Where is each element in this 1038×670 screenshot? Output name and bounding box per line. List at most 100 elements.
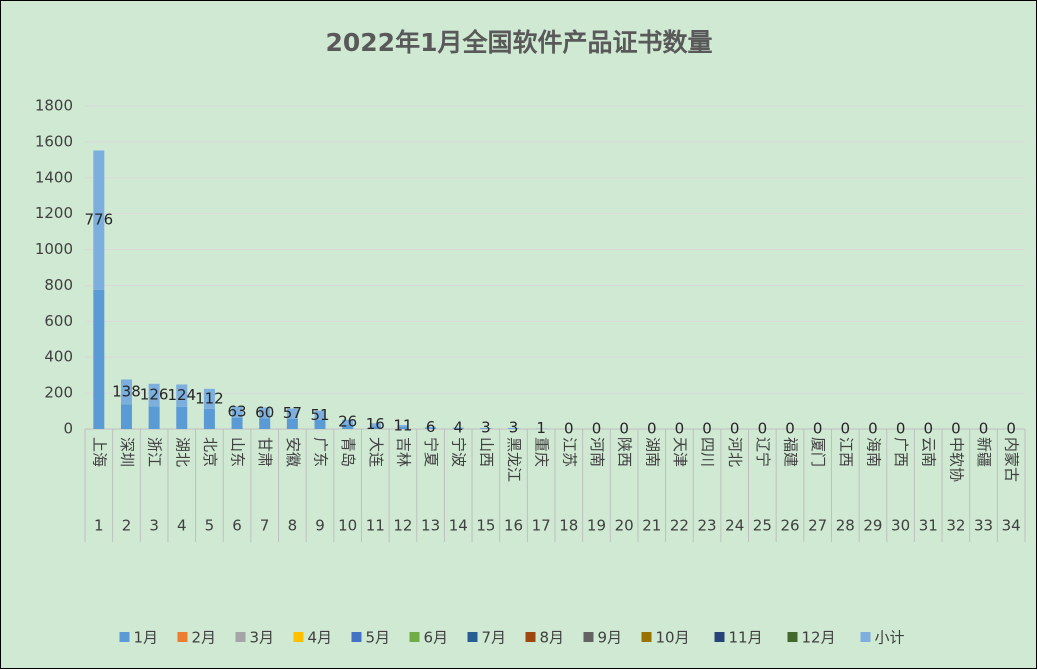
data-label: 63 — [228, 403, 247, 421]
data-label: 0 — [813, 420, 823, 438]
x-group-label: 19 — [587, 517, 606, 535]
x-tick-label: 辽宁 — [754, 437, 772, 467]
bar-segment — [397, 425, 409, 428]
bar-segment — [286, 418, 298, 429]
x-tick-label: 湖北 — [173, 437, 191, 467]
data-label: 0 — [841, 420, 851, 438]
data-label: 0 — [730, 420, 740, 438]
y-tick-label: 1400 — [35, 168, 73, 186]
x-tick-label: 福建 — [782, 437, 800, 467]
data-label: 138 — [112, 382, 141, 400]
x-tick-label: 青岛 — [339, 437, 357, 467]
bar-segment — [508, 427, 520, 429]
bar-segment — [369, 423, 381, 427]
x-group-label: 28 — [836, 517, 855, 535]
x-group-label: 5 — [205, 517, 215, 535]
bar-segment — [176, 406, 188, 429]
data-label: 0 — [619, 420, 629, 438]
x-group-label: 11 — [366, 517, 385, 535]
legend-label: 8月 — [540, 629, 565, 647]
x-group-label: 23 — [698, 517, 717, 535]
data-label: 0 — [868, 420, 878, 438]
data-label: 0 — [896, 420, 906, 438]
legend-label: 小计 — [875, 629, 905, 647]
legend-label: 11月 — [729, 629, 763, 647]
x-group-label: 17 — [532, 517, 551, 535]
x-tick-label: 天津 — [671, 437, 689, 467]
bar-segment — [480, 427, 492, 429]
bar-segment — [176, 384, 188, 407]
bar-segment — [120, 379, 132, 405]
data-label: 1 — [536, 419, 546, 437]
data-label: 3 — [481, 419, 491, 437]
bar-segment — [425, 426, 437, 428]
legend-swatch — [177, 632, 188, 642]
x-tick-label: 厦门 — [809, 437, 827, 467]
data-label: 51 — [310, 406, 329, 424]
data-label: 26 — [338, 413, 357, 431]
data-label: 0 — [647, 420, 657, 438]
legend-label: 9月 — [598, 629, 623, 647]
x-tick-label: 四川 — [699, 437, 717, 467]
data-label: 0 — [923, 420, 933, 438]
x-tick-label: 河南 — [588, 437, 606, 467]
x-tick-label: 广西 — [892, 437, 910, 467]
bar-segment — [259, 407, 271, 419]
x-group-label: 6 — [232, 517, 242, 535]
x-tick-label: 河北 — [726, 437, 744, 467]
legend-swatch — [714, 632, 725, 642]
y-tick-label: 1000 — [35, 240, 73, 258]
x-tick-label: 山东 — [229, 437, 247, 467]
x-group-label: 10 — [338, 517, 357, 535]
x-group-label: 32 — [946, 517, 965, 535]
x-tick-label: 重庆 — [533, 437, 551, 467]
bar-segment — [286, 408, 298, 419]
legend-label: 7月 — [482, 629, 507, 647]
x-group-label: 7 — [260, 517, 270, 535]
bar-segment — [397, 427, 409, 429]
x-group-label: 8 — [288, 517, 298, 535]
data-label: 124 — [167, 386, 196, 404]
bar-segment — [93, 289, 105, 429]
x-tick-label: 广东 — [312, 437, 330, 467]
data-label: 3 — [509, 419, 519, 437]
bar-segment — [342, 424, 354, 429]
legend-swatch — [860, 632, 871, 642]
x-group-label: 3 — [149, 517, 159, 535]
data-label: 11 — [393, 417, 412, 435]
legend-label: 12月 — [802, 629, 836, 647]
x-group-label: 30 — [891, 517, 910, 535]
x-tick-label: 上海 — [90, 437, 108, 467]
legend-label: 1月 — [134, 629, 159, 647]
x-tick-label: 内蒙古 — [1003, 437, 1021, 482]
y-tick-label: 800 — [44, 276, 73, 294]
data-label: 57 — [283, 404, 302, 422]
legend-label: 5月 — [366, 629, 391, 647]
bar-segment — [203, 408, 215, 429]
data-label: 0 — [702, 420, 712, 438]
data-label: 16 — [366, 415, 385, 433]
x-group-label: 1 — [94, 517, 104, 535]
data-label: 126 — [140, 386, 169, 404]
x-group-label: 9 — [315, 517, 325, 535]
bar-segment — [508, 428, 520, 429]
bar-segment — [148, 406, 160, 429]
legend-swatch — [409, 632, 420, 642]
x-group-label: 4 — [177, 517, 187, 535]
legend-label: 3月 — [250, 629, 275, 647]
bar-segment — [314, 419, 326, 429]
x-group-label: 27 — [808, 517, 827, 535]
y-tick-label: 0 — [63, 420, 73, 438]
legend-label: 6月 — [424, 629, 449, 647]
x-tick-label: 江西 — [837, 437, 855, 467]
x-group-label: 34 — [1002, 517, 1021, 535]
bar-segment — [369, 426, 381, 429]
x-group-label: 12 — [393, 517, 412, 535]
y-tick-label: 600 — [44, 312, 73, 330]
y-tick-label: 400 — [44, 348, 73, 366]
x-group-label: 16 — [504, 517, 523, 535]
legend-label: 2月 — [192, 629, 217, 647]
legend-swatch — [119, 632, 130, 642]
